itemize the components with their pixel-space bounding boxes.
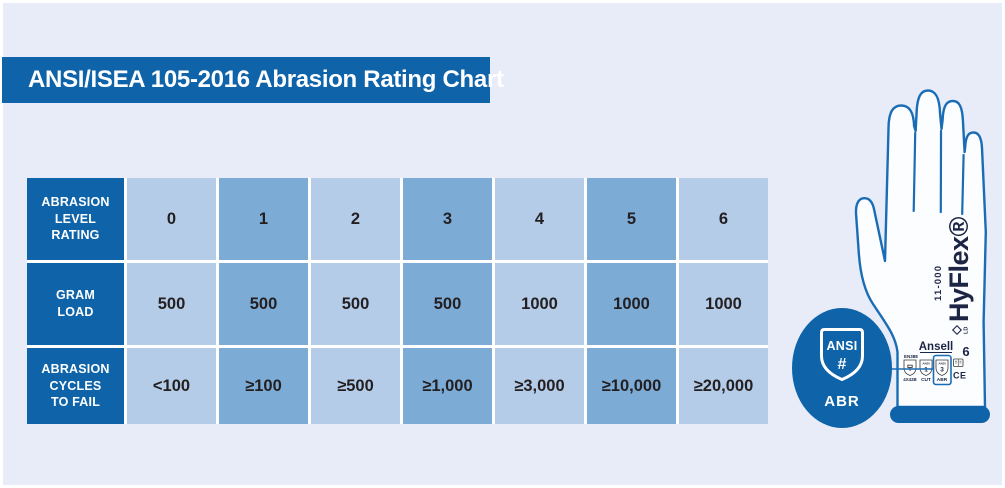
ld-diamond-icon — [951, 324, 963, 336]
table-cell: ≥3,000 — [495, 348, 584, 424]
glove-illustration: 11-000 HyFlex® LD Ansell 6 EN388 4X42B A… — [792, 89, 990, 428]
row-header-abrasion-cycles-to-fail: ABRASION CYCLES TO FAIL — [27, 348, 124, 424]
brand-text: HyFlex® — [944, 216, 974, 322]
table-cell: 1000 — [587, 263, 676, 345]
size-label: 6 — [962, 344, 969, 359]
table-cell: 500 — [311, 263, 400, 345]
svg-text:ANSI: ANSI — [938, 362, 945, 366]
en388-text: EN388 — [904, 354, 918, 359]
ansell-logo-text: Ansell — [919, 341, 954, 353]
glove-outline — [854, 89, 987, 409]
badge-hash-text: # — [838, 356, 847, 373]
row-header-abrasion-level-rating: ABRASION LEVEL RATING — [27, 178, 124, 260]
table-cell: <100 — [127, 348, 216, 424]
ansi-abr-badge: ANSI # ABR — [792, 308, 892, 428]
table-cell: ≥20,000 — [679, 348, 768, 424]
finger-seams-lines — [912, 129, 965, 216]
table-cell: 5 — [587, 178, 676, 260]
cut-shield-icon: ANSI 1 — [919, 359, 933, 376]
badge-shield-icon — [820, 328, 864, 381]
table-cell: 2 — [311, 178, 400, 260]
table-cell: 0 — [127, 178, 216, 260]
table-cell: 500 — [219, 263, 308, 345]
cut-label: CUT — [921, 377, 931, 383]
page-title: ANSI/ISEA 105-2016 Abrasion Rating Chart — [2, 57, 504, 103]
table-cell: ≥10,000 — [587, 348, 676, 424]
table-cell: ≥1,000 — [403, 348, 492, 424]
table-cell: 1 — [219, 178, 308, 260]
model-number-text: 11-000 — [933, 265, 944, 301]
abrasion-rating-table: ABRASION LEVEL RATING 0 1 2 3 4 5 6 GRAM… — [27, 178, 768, 424]
variant-text: LD — [964, 327, 970, 334]
row-header-gram-load: GRAM LOAD — [27, 263, 124, 345]
book-icon — [953, 358, 964, 367]
table-cell: 500 — [403, 263, 492, 345]
table-cell: ≥100 — [219, 348, 308, 424]
abr-label: ABR — [937, 377, 948, 383]
table-cell: 1000 — [495, 263, 584, 345]
table-cell: ≥500 — [311, 348, 400, 424]
abr-shield-icon: ANSI 3 — [935, 359, 949, 376]
ce-mark: CE — [953, 371, 967, 381]
rating-code-label: 4X42B — [903, 377, 916, 382]
mechanical-shield-icon — [903, 359, 917, 376]
table-cell: 4 — [495, 178, 584, 260]
badge-ansi-text: ANSI — [826, 339, 857, 353]
cuff-band — [890, 406, 990, 423]
table-cell: 1000 — [679, 263, 768, 345]
table-cell: 500 — [127, 263, 216, 345]
table-cell: 6 — [679, 178, 768, 260]
svg-text:1: 1 — [924, 367, 928, 374]
table-cell: 3 — [403, 178, 492, 260]
abr-highlight-box — [932, 354, 952, 386]
svg-text:3: 3 — [940, 367, 944, 374]
badge-abr-text: ABR — [824, 393, 860, 410]
svg-text:ANSI: ANSI — [922, 362, 929, 366]
